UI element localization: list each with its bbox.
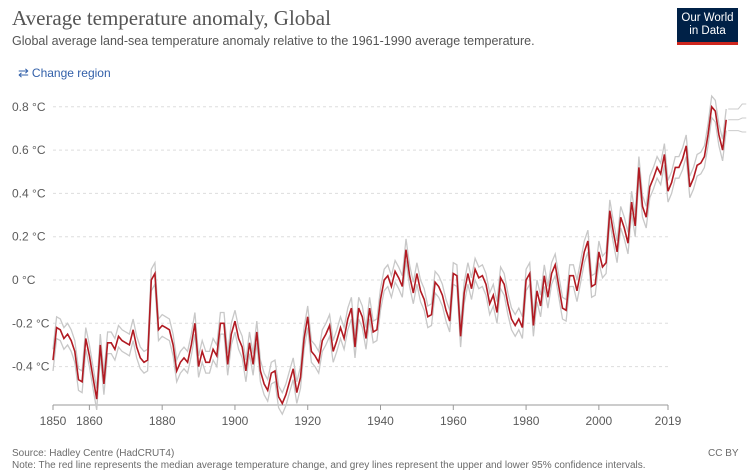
change-region-label: Change region (31, 66, 111, 80)
x-tick-label: 2019 (655, 414, 682, 428)
note-text: Note: The red line represents the median… (12, 460, 646, 471)
source-text: Source: Hadley Centre (HadCRUT4) (12, 448, 175, 459)
y-tick-label: 0.2 °C (12, 230, 46, 244)
x-axis: 1850 1860 1880 1900 1920 1940 1960 1980 2000 2019 (40, 404, 682, 428)
x-tick-label: 1980 (513, 414, 540, 428)
x-tick-label: 1860 (76, 414, 103, 428)
grid-layer (53, 106, 668, 368)
y-tick-label: 0.8 °C (12, 100, 46, 114)
x-tick-label: 1960 (440, 414, 467, 428)
series-line-upper (52, 94, 727, 395)
change-region-button[interactable]: ⇄ Change region (18, 65, 111, 81)
legend: UpperMedianLower (728, 103, 747, 133)
page-subtitle: Global average land-sea temperature anom… (12, 34, 535, 48)
license-link[interactable]: CC BY (708, 448, 739, 459)
y-axis: -0.4 °C -0.2 °C 0 °C 0.2 °C 0.4 °C 0.6 °C 0.8 … (12, 100, 50, 374)
series-line-lower (52, 116, 727, 416)
x-tick-label: 1940 (367, 414, 394, 428)
y-tick-label: -0.2 °C (12, 316, 50, 330)
legend-connector (728, 117, 747, 121)
y-tick-label: 0 °C (12, 273, 36, 287)
legend-connector (728, 130, 747, 133)
swap-arrows-icon: ⇄ (18, 65, 29, 80)
logo-line-2: in Data (689, 25, 726, 37)
y-tick-label: -0.4 °C (12, 360, 50, 374)
x-tick-label: 1850 (40, 414, 67, 428)
series-line-median (52, 104, 727, 406)
x-tick-label: 1920 (294, 414, 321, 428)
legend-connector (728, 103, 747, 110)
y-tick-label: 0.4 °C (12, 186, 46, 200)
x-tick-label: 2000 (586, 414, 613, 428)
x-tick-label: 1900 (222, 414, 249, 428)
page-title: Average temperature anomaly, Global (12, 6, 331, 30)
x-tick-label: 1880 (149, 414, 176, 428)
y-tick-label: 0.6 °C (12, 143, 46, 157)
logo-line-1: Our World (681, 12, 734, 24)
owid-logo[interactable]: Our World in Data (677, 8, 738, 45)
